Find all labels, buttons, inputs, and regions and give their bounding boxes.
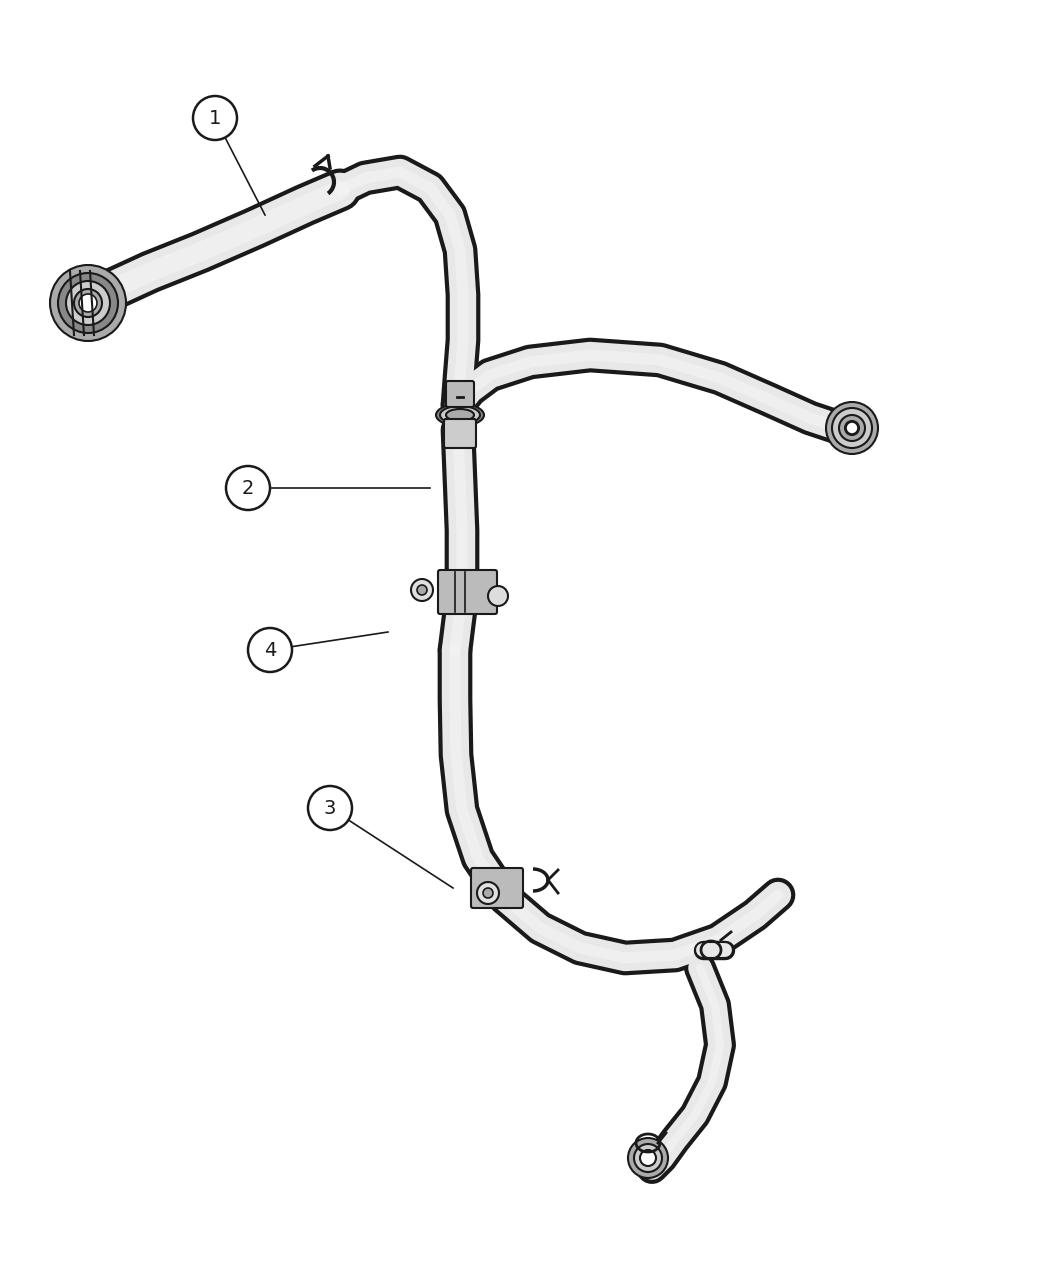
Circle shape — [826, 402, 878, 454]
Circle shape — [411, 579, 433, 601]
Ellipse shape — [440, 405, 480, 425]
Circle shape — [308, 785, 352, 830]
Circle shape — [628, 1139, 668, 1178]
Circle shape — [417, 585, 427, 595]
FancyBboxPatch shape — [446, 381, 474, 407]
Circle shape — [483, 887, 493, 898]
Circle shape — [193, 96, 237, 140]
Circle shape — [248, 629, 292, 672]
Circle shape — [79, 295, 97, 312]
FancyBboxPatch shape — [471, 868, 523, 908]
Text: 2: 2 — [242, 478, 254, 497]
Ellipse shape — [446, 409, 474, 421]
Text: 3: 3 — [323, 798, 336, 817]
Circle shape — [839, 414, 865, 441]
Circle shape — [846, 422, 858, 434]
Circle shape — [74, 289, 102, 317]
Circle shape — [50, 265, 126, 340]
Circle shape — [477, 882, 499, 904]
Circle shape — [66, 280, 110, 325]
Circle shape — [845, 421, 859, 435]
Circle shape — [81, 296, 94, 310]
Text: 4: 4 — [264, 640, 276, 659]
Circle shape — [58, 273, 118, 333]
Circle shape — [488, 586, 508, 606]
Circle shape — [640, 1150, 656, 1167]
Circle shape — [226, 465, 270, 510]
Text: 1: 1 — [209, 108, 222, 128]
FancyBboxPatch shape — [444, 419, 476, 448]
FancyBboxPatch shape — [438, 570, 497, 615]
Circle shape — [634, 1144, 662, 1172]
Circle shape — [832, 408, 872, 448]
Ellipse shape — [436, 404, 484, 426]
